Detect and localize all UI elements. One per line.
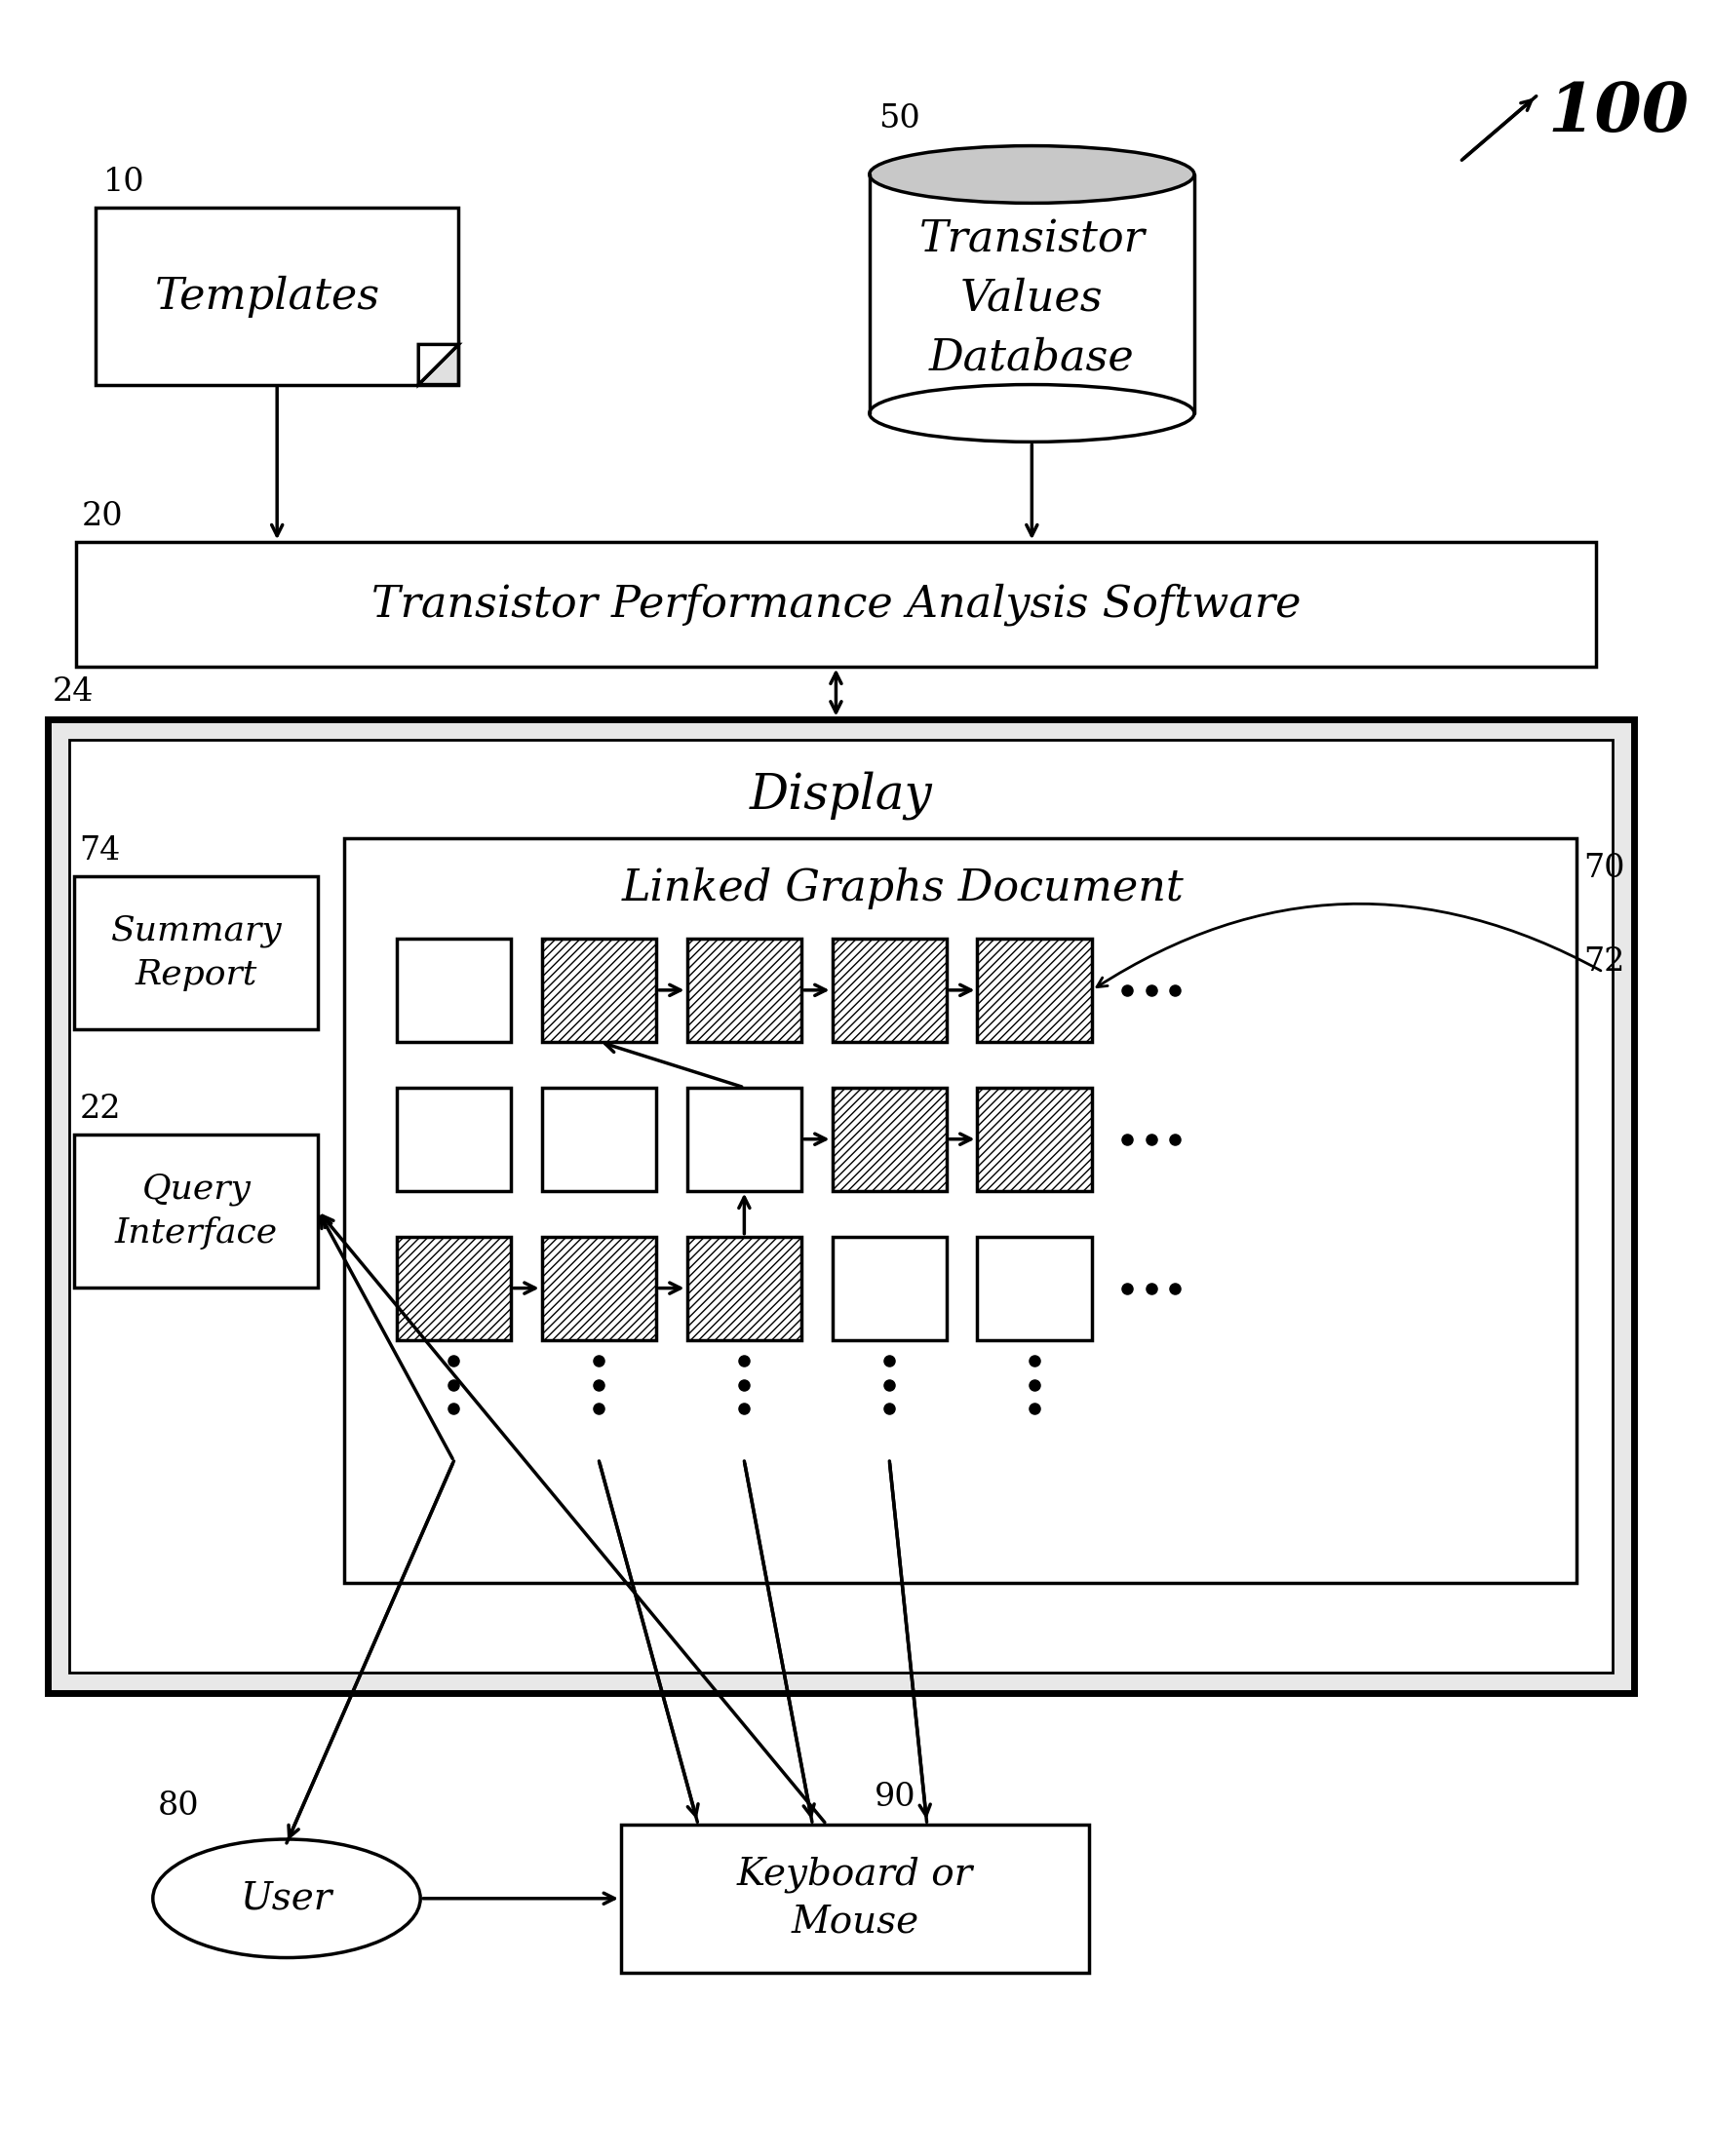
Bar xyxy=(978,1087,1091,1190)
Bar xyxy=(541,938,656,1041)
Text: 90: 90 xyxy=(874,1781,916,1813)
Bar xyxy=(687,938,802,1041)
Text: Query
Interface: Query Interface xyxy=(115,1173,278,1248)
Text: 20: 20 xyxy=(81,502,123,533)
Text: 70: 70 xyxy=(1585,852,1626,884)
Text: 24: 24 xyxy=(53,677,94,707)
Bar xyxy=(978,1238,1091,1339)
Polygon shape xyxy=(418,345,459,384)
Bar xyxy=(344,839,1576,1583)
Bar xyxy=(75,1134,319,1287)
Text: 22: 22 xyxy=(79,1093,120,1125)
Ellipse shape xyxy=(152,1839,420,1958)
Text: 74: 74 xyxy=(79,837,120,867)
Text: Summary
Report: Summary Report xyxy=(111,914,283,992)
Text: Templates: Templates xyxy=(154,276,380,317)
Bar xyxy=(69,740,1612,1673)
Bar xyxy=(396,1238,510,1339)
Bar xyxy=(978,938,1091,1041)
Text: Transistor Performance Analysis Software: Transistor Performance Analysis Software xyxy=(372,582,1300,625)
Bar xyxy=(833,1087,947,1190)
Polygon shape xyxy=(418,345,459,384)
Ellipse shape xyxy=(870,147,1194,203)
Text: Transistor
Values
Database: Transistor Values Database xyxy=(918,220,1144,379)
Ellipse shape xyxy=(870,384,1194,442)
Text: 100: 100 xyxy=(1549,80,1689,144)
Bar xyxy=(541,1087,656,1190)
Bar xyxy=(96,207,459,384)
Bar xyxy=(870,175,1194,414)
Bar xyxy=(541,1238,656,1339)
Bar xyxy=(687,1238,802,1339)
Text: 80: 80 xyxy=(158,1792,199,1822)
Text: Keyboard or
Mouse: Keyboard or Mouse xyxy=(737,1856,973,1940)
Bar xyxy=(396,938,510,1041)
Text: Linked Graphs Document: Linked Graphs Document xyxy=(622,867,1184,910)
Text: 10: 10 xyxy=(103,168,144,198)
Bar xyxy=(687,1087,802,1190)
Text: User: User xyxy=(240,1880,332,1917)
Bar xyxy=(48,718,1634,1692)
Text: Display: Display xyxy=(749,772,932,819)
Bar xyxy=(75,877,319,1028)
Bar xyxy=(622,1824,1089,1973)
Text: 50: 50 xyxy=(879,103,920,134)
Bar xyxy=(833,938,947,1041)
Bar xyxy=(77,541,1595,666)
Bar xyxy=(833,1238,947,1339)
Text: 72: 72 xyxy=(1585,946,1626,979)
Bar xyxy=(396,1087,510,1190)
